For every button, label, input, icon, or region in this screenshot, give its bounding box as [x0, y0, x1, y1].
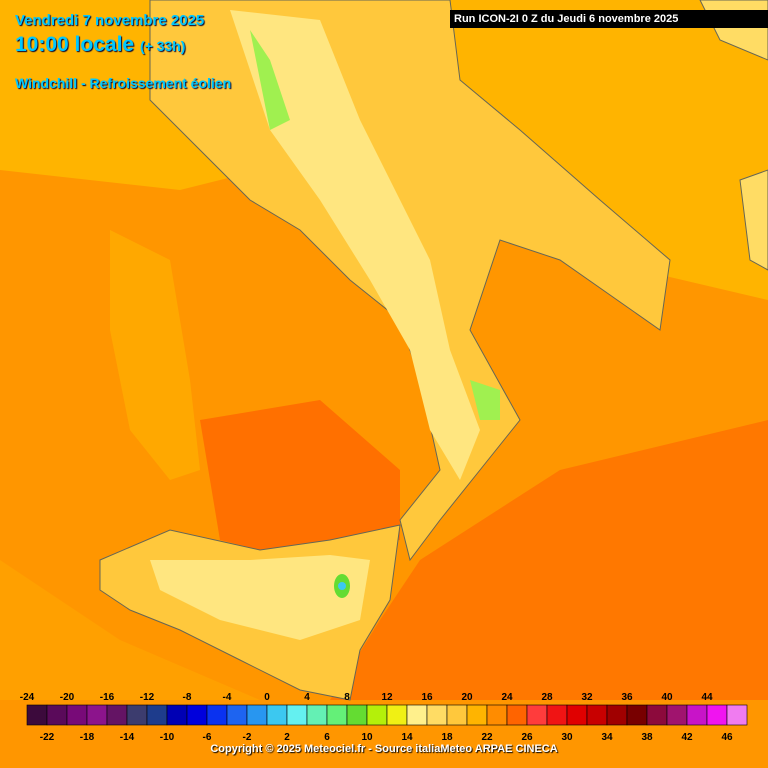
scale-label: 12 [381, 692, 393, 703]
scale-label: -10 [160, 732, 175, 743]
scale-label: -16 [100, 692, 115, 703]
scale-label: -22 [40, 732, 55, 743]
scale-box [126, 704, 148, 726]
copyright: Copyright © 2025 Meteociel.fr - Source i… [210, 743, 558, 755]
scale-label: 28 [541, 692, 553, 703]
scale-label: 8 [344, 692, 350, 703]
date: Vendredi 7 novembre 2025 [15, 12, 205, 29]
scale-label: 6 [324, 732, 330, 743]
scale-label: -24 [20, 692, 35, 703]
scale-label: -8 [183, 692, 192, 703]
scale-label: -14 [120, 732, 135, 743]
scale-box [706, 704, 728, 726]
scale-label: 16 [421, 692, 433, 703]
scale-label: 36 [621, 692, 633, 703]
run-info: Run ICON-2I 0 Z du Jeudi 6 novembre 2025 [450, 10, 768, 28]
scale-label: -20 [60, 692, 75, 703]
scale-label: 2 [284, 732, 290, 743]
scale-label: 14 [401, 732, 413, 743]
scale-label: 42 [681, 732, 693, 743]
sea-band [110, 230, 200, 480]
parameter: Windchill - Refroissement éolien [15, 75, 232, 91]
scale-box [146, 704, 168, 726]
sea-warm [200, 400, 400, 560]
etna-summit [338, 582, 346, 590]
sea-west [0, 560, 260, 700]
scale-label: -2 [243, 732, 252, 743]
scale-box [486, 704, 508, 726]
offset: (+ 33h) [139, 38, 186, 54]
scale-label: -6 [203, 732, 212, 743]
scale-box [546, 704, 568, 726]
scale-box [246, 704, 268, 726]
scale-box [286, 704, 308, 726]
scale-box [406, 704, 428, 726]
time-text: 10:00 locale [15, 33, 135, 56]
scale-label: 40 [661, 692, 673, 703]
scale-label: -4 [223, 692, 232, 703]
scale-label: 32 [581, 692, 593, 703]
scale-box [446, 704, 468, 726]
scale-box [366, 704, 388, 726]
scale-box [206, 704, 228, 726]
scale-box [186, 704, 208, 726]
sea-south [330, 420, 768, 700]
scale-box [726, 704, 748, 726]
color-scale: -24-22-20-18-16-14-12-10-8-6-4-202468101… [20, 692, 748, 743]
scale-box [106, 704, 128, 726]
scale-label: 46 [721, 732, 733, 743]
scale-box [686, 704, 708, 726]
scale-label: -12 [140, 692, 155, 703]
scale-label: 34 [601, 732, 613, 743]
scale-label: 26 [521, 732, 533, 743]
scale-box [606, 704, 628, 726]
scale-label: 20 [461, 692, 473, 703]
scale-label: 0 [264, 692, 270, 703]
scale-box [166, 704, 188, 726]
scale-box [566, 704, 588, 726]
scale-label: -18 [80, 732, 95, 743]
scale-label: 18 [441, 732, 453, 743]
scale-box [326, 704, 348, 726]
scale-box [426, 704, 448, 726]
scale-label: 22 [481, 732, 493, 743]
scale-label: 44 [701, 692, 713, 703]
scale-box [646, 704, 668, 726]
scale-label: 38 [641, 732, 653, 743]
scale-box [26, 704, 48, 726]
scale-label: 4 [304, 692, 310, 703]
scale-box [466, 704, 488, 726]
scale-box [586, 704, 608, 726]
scale-box [46, 704, 68, 726]
scale-box [666, 704, 688, 726]
scale-box [506, 704, 528, 726]
time: 10:00 locale (+ 33h) [15, 33, 185, 57]
scale-box [306, 704, 328, 726]
scale-box [226, 704, 248, 726]
sicily-interior [150, 555, 370, 640]
scale-box [626, 704, 648, 726]
scale-box [266, 704, 288, 726]
scale-box [86, 704, 108, 726]
scale-box [386, 704, 408, 726]
scale-box [346, 704, 368, 726]
scale-box [66, 704, 88, 726]
scale-label: 24 [501, 692, 513, 703]
scale-box [526, 704, 548, 726]
apennines [230, 10, 480, 480]
scale-label: 10 [361, 732, 373, 743]
scale-label: 30 [561, 732, 573, 743]
